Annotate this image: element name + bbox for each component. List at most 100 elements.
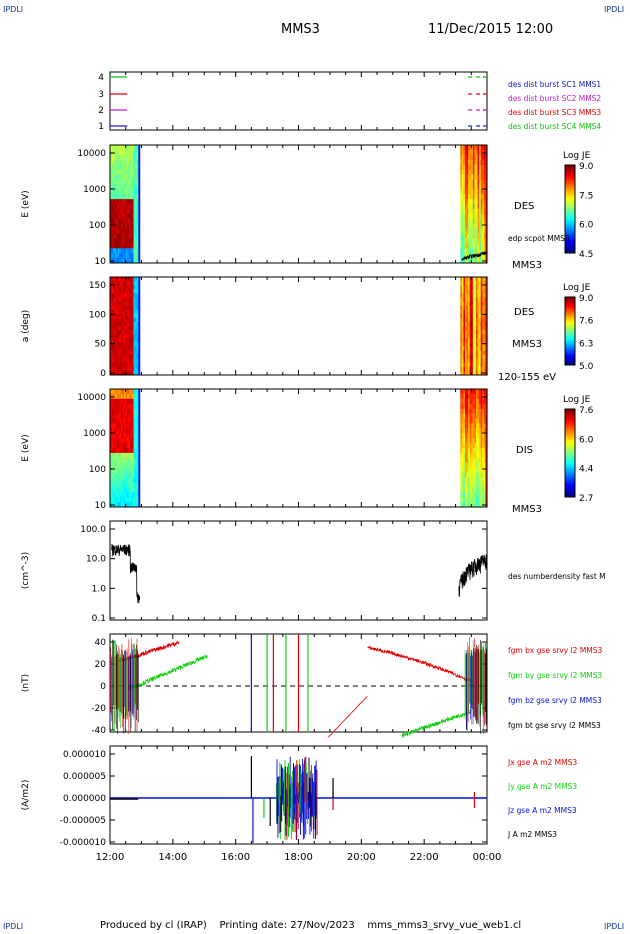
spectrogram-cell — [119, 184, 122, 190]
spectrogram-cell — [472, 258, 476, 264]
spectrogram-cell — [110, 179, 113, 185]
spectrogram-cell — [127, 477, 130, 483]
spectrogram-cell — [114, 438, 117, 444]
spectrogram-cell — [114, 477, 117, 483]
spectrogram-cell — [463, 238, 466, 244]
spectrogram-cell — [461, 305, 465, 311]
spectrogram-cell — [133, 218, 136, 225]
spectrogram-cell — [120, 154, 124, 161]
spectrogram-cell — [130, 145, 133, 151]
spectrogram-cell — [482, 346, 485, 351]
spectrogram-cell — [476, 213, 479, 220]
spectrogram-cell — [111, 199, 114, 205]
spectrogram-cell — [116, 502, 119, 508]
spectrogram-cell — [131, 502, 135, 508]
spectrogram-cell — [124, 149, 127, 156]
spectrogram-cell — [119, 452, 122, 459]
spectrogram-cell — [130, 218, 133, 225]
spectrogram-cell — [460, 326, 463, 331]
spectrogram-cell — [460, 423, 463, 429]
spectrogram-cell — [482, 366, 485, 372]
spectrogram-cell — [463, 350, 466, 356]
spectrogram-cell — [111, 462, 114, 469]
spectrogram-cell — [124, 297, 127, 302]
spectrogram-cell — [122, 297, 125, 302]
spectrogram-cell — [133, 443, 136, 449]
spectrogram-cell — [482, 164, 485, 171]
spectrogram-cell — [113, 238, 116, 244]
legend-entry: fgm bt gse srvy l2 MMS3 — [508, 721, 601, 730]
spectrogram-cell — [469, 321, 472, 327]
spectrogram-cell — [482, 297, 485, 302]
spectrogram-cell — [111, 313, 114, 319]
spectrogram-cell — [131, 199, 135, 205]
spectrogram-cell — [117, 334, 121, 339]
spectrogram-cell — [128, 238, 132, 244]
spectrogram-cell — [468, 366, 471, 372]
spectrogram-cell — [463, 208, 466, 215]
spectrogram-cell — [133, 253, 136, 259]
spectrogram-cell — [111, 452, 114, 459]
spectrogram-cell — [465, 228, 468, 234]
spectrogram-cell — [474, 238, 477, 244]
y-tick-label: 0.000010 — [63, 750, 106, 760]
spectrogram-cell — [472, 366, 476, 372]
spectrogram-cell — [111, 428, 114, 434]
spectrogram-cell — [130, 184, 133, 190]
spectrogram-cell — [476, 204, 479, 210]
spectrogram-cell — [460, 448, 463, 454]
spectrogram-cell — [130, 433, 133, 439]
spectrogram-cell — [124, 248, 127, 254]
spectrogram-cell — [135, 443, 138, 449]
spectrogram-cell — [114, 189, 117, 195]
spectrogram-cell — [128, 358, 132, 364]
spectrogram-cell — [116, 213, 119, 220]
spectrogram-cell — [127, 189, 130, 195]
spectrogram-cell — [479, 346, 482, 351]
spectrogram-cell — [135, 330, 138, 335]
spectrogram-cell — [477, 502, 480, 508]
x-tick-label: 14:00 — [158, 852, 187, 863]
spectrogram-cell — [465, 184, 468, 190]
spectrogram-cell — [114, 248, 117, 254]
spectrogram-cell — [480, 321, 483, 327]
spectrogram-cell — [479, 301, 482, 307]
spectrogram-cell — [131, 433, 135, 439]
spectrogram-cell — [482, 423, 485, 429]
spectrogram-cell — [463, 403, 466, 410]
spectrogram-cell — [482, 428, 485, 434]
spectrogram-cell — [466, 326, 469, 331]
spectrogram-cell — [110, 309, 113, 315]
spectrogram-cell — [463, 477, 466, 483]
spectrogram-cell — [476, 443, 479, 449]
spectrogram-cell — [136, 418, 139, 424]
spectrogram-cell — [477, 362, 480, 368]
spectrogram-cell — [471, 174, 474, 180]
spectrogram-cell — [124, 403, 127, 410]
spectrogram-cell — [133, 213, 136, 220]
spectrogram-cell — [460, 452, 463, 459]
spectrogram-cell — [116, 413, 119, 419]
spectrogram-cell — [127, 330, 130, 335]
spectrogram-cell — [476, 145, 479, 151]
spectrogram-cell — [460, 366, 463, 372]
spectrogram-cell — [122, 228, 125, 234]
spectrogram-cell — [136, 289, 139, 294]
spectrogram-cell — [117, 289, 121, 294]
spectrogram-cell — [479, 238, 482, 244]
spectrogram-cell — [479, 472, 482, 478]
spectrogram-cell — [124, 457, 127, 464]
spectrogram-cell — [116, 309, 119, 315]
y-tick-label: 100 — [89, 310, 106, 320]
spectrogram-cell — [131, 393, 135, 400]
spectrogram-cell — [476, 393, 479, 400]
spectrogram-cell — [469, 354, 472, 360]
spectrogram-cell — [479, 204, 482, 210]
colorbar-3-title: Log JE — [563, 395, 591, 405]
data-stripe — [138, 145, 141, 263]
spectrogram-cell — [120, 321, 124, 327]
spectrogram-cell — [110, 248, 113, 254]
spectrogram-cell — [131, 492, 135, 498]
spectrogram-cell — [463, 213, 466, 220]
spectrogram-cell — [136, 258, 139, 264]
